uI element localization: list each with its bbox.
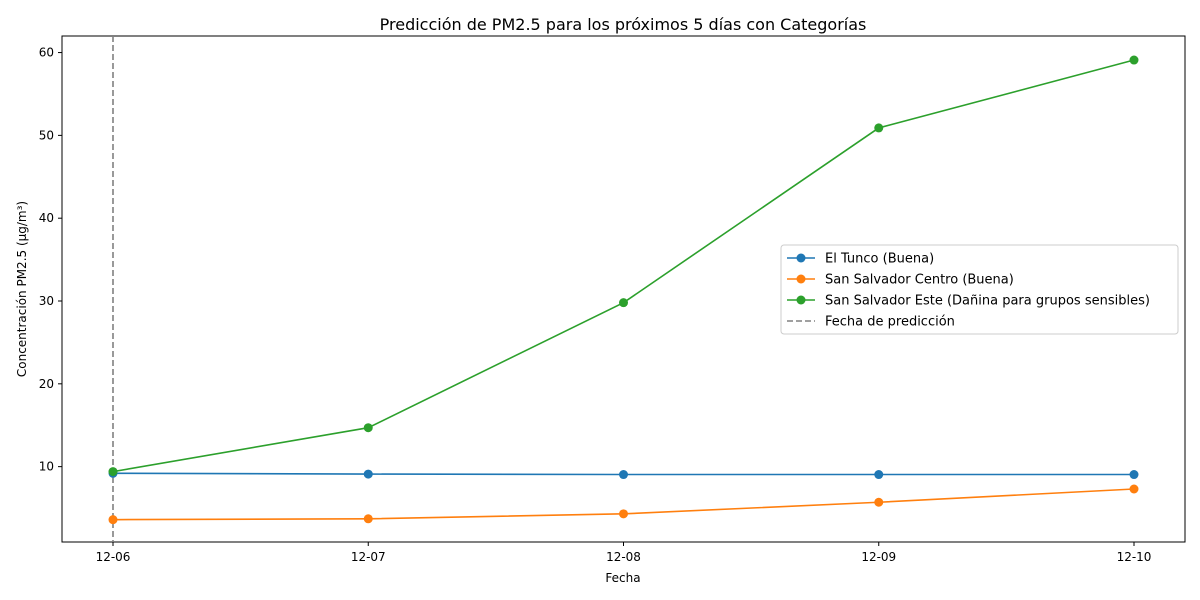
data-point	[363, 514, 373, 524]
legend-entry: Fecha de predicción	[787, 315, 955, 330]
legend-label: El Tunco (Buena)	[825, 252, 934, 267]
data-point	[619, 470, 628, 480]
legend-entry: El Tunco (Buena)	[787, 252, 934, 267]
chart-title: Predicción de PM2.5 para los próximos 5 …	[380, 15, 867, 34]
y-axis-label: Concentración PM2.5 (µg/m³)	[15, 201, 29, 377]
series-3	[108, 55, 1139, 477]
data-point	[108, 515, 118, 525]
series-1	[108, 468, 1139, 480]
x-tick-label: 12-06	[96, 550, 131, 564]
data-point	[108, 467, 118, 477]
data-point	[874, 123, 884, 133]
y-tick-label: 60	[39, 46, 54, 60]
y-tick-label: 30	[39, 294, 54, 308]
y-axis: 10 20 30 40 50 60	[39, 46, 62, 474]
legend-marker	[796, 253, 806, 263]
data-point	[1129, 470, 1139, 480]
data-point	[619, 509, 628, 519]
legend-label: San Salvador Este (Dañina para grupos se…	[825, 294, 1150, 309]
series-layer	[108, 55, 1139, 525]
legend-label: Fecha de predicción	[825, 315, 955, 330]
data-point	[874, 497, 884, 507]
y-tick-label: 50	[39, 128, 54, 142]
data-point	[1129, 484, 1139, 494]
x-axis: 12-06 12-07 12-08 12-09 12-10	[96, 542, 1152, 564]
y-tick-label: 40	[39, 211, 54, 225]
y-tick-label: 10	[39, 460, 54, 474]
y-tick-label: 20	[39, 377, 54, 391]
data-point	[363, 469, 373, 479]
x-tick-label: 12-10	[1117, 550, 1152, 564]
series-2	[108, 484, 1139, 525]
legend: El Tunco (Buena) San Salvador Centro (Bue…	[780, 244, 1179, 335]
data-point	[619, 298, 628, 308]
x-tick-label: 12-08	[606, 550, 641, 564]
x-tick-label: 12-07	[351, 550, 386, 564]
legend-marker	[796, 295, 806, 305]
x-axis-label: Fecha	[605, 571, 640, 585]
legend-box	[780, 244, 1179, 335]
legend-entry: San Salvador Este (Dañina para grupos se…	[787, 294, 1150, 309]
data-point	[874, 470, 884, 480]
legend-entry: San Salvador Centro (Buena)	[787, 273, 1014, 288]
data-point	[363, 423, 373, 433]
x-tick-label: 12-09	[861, 550, 896, 564]
legend-label: San Salvador Centro (Buena)	[825, 273, 1014, 288]
legend-marker	[796, 274, 806, 284]
data-point	[1129, 55, 1139, 65]
